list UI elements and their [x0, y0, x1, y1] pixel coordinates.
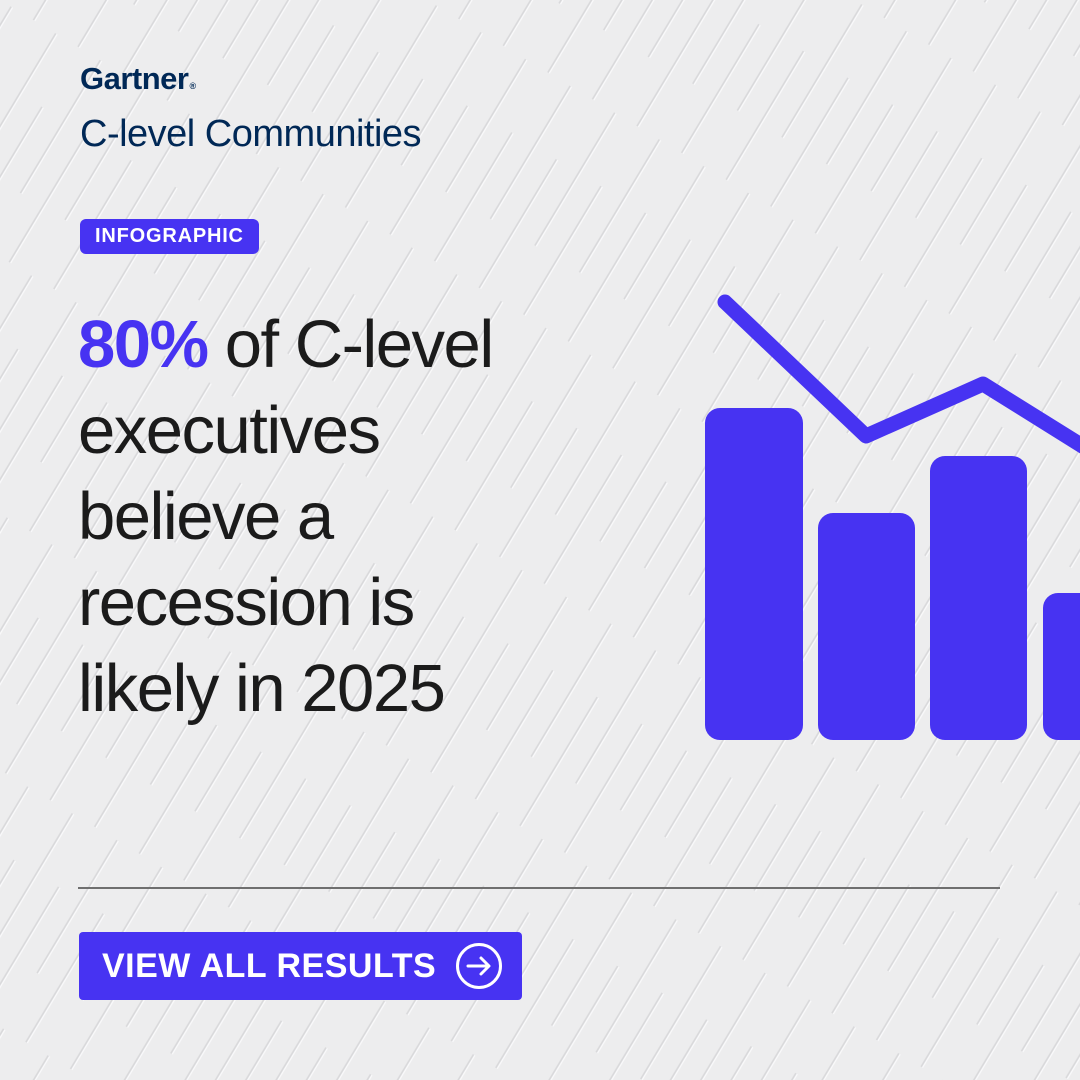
headline-line-5: likely in 2025: [78, 651, 446, 726]
gartner-logo: Gartner®: [80, 62, 421, 103]
headline-line-4: recession is: [78, 565, 415, 640]
headline-line-1-rest: of C-level: [207, 307, 495, 382]
headline-stat: 80%: [78, 307, 209, 382]
headline: 80% of C-level executives believe a rece…: [78, 302, 598, 732]
chart-bar-3: [930, 456, 1027, 740]
registered-mark: ®: [189, 81, 196, 91]
infographic-badge: INFOGRAPHIC: [80, 219, 259, 254]
brand-subtitle: C-level Communities: [80, 113, 422, 155]
view-all-results-button[interactable]: VIEW ALL RESULTS: [79, 932, 522, 1000]
chart-bar-1: [705, 408, 803, 740]
headline-line-1: 80% of C-level: [78, 302, 598, 388]
divider: [78, 887, 1000, 889]
arrow-right-circle-icon: [456, 943, 502, 989]
brand-block: Gartner® C-level Communities: [80, 62, 422, 156]
cta-label: VIEW ALL RESULTS: [102, 946, 437, 985]
headline-line-3: believe a: [78, 479, 334, 554]
gartner-logo-text: Gartner: [80, 61, 189, 96]
chart-bar-2: [818, 513, 915, 740]
chart-trend-line: [717, 294, 1080, 454]
headline-line-2: executives: [78, 393, 381, 468]
chart-bar-4: [1043, 593, 1080, 740]
